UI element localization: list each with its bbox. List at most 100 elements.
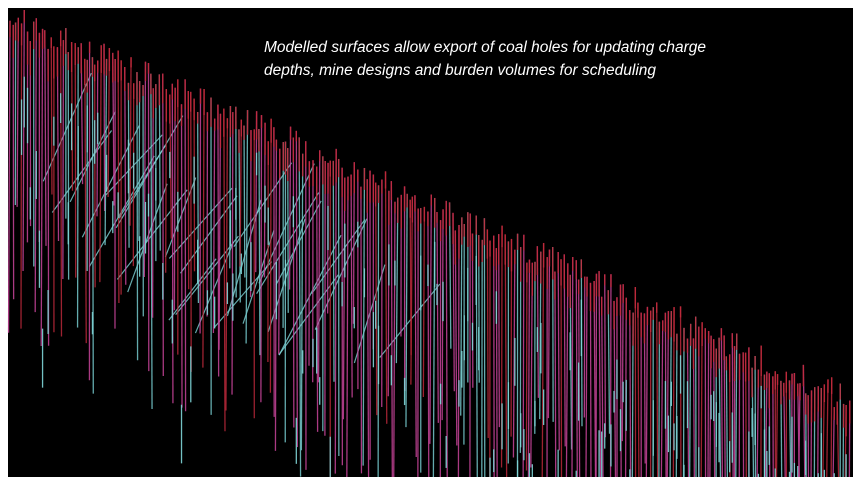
drill-hole [300, 153, 304, 451]
drill-hole [171, 83, 174, 404]
drill-hole [117, 50, 120, 304]
drill-hole [457, 224, 460, 478]
drill-hole [598, 271, 602, 478]
drill-hole [231, 112, 234, 395]
drill-hole [22, 9, 25, 272]
drill-hole [104, 58, 108, 246]
drill-hole [601, 296, 604, 478]
drill-hole [150, 73, 153, 410]
drill-hole [495, 248, 498, 478]
drill-hole [7, 20, 11, 333]
drill-hole [585, 276, 588, 478]
drill-hole [180, 104, 183, 408]
drill-hole [360, 186, 363, 474]
drill-hole [486, 229, 489, 439]
drill-hole [826, 379, 829, 478]
drill-hole [225, 118, 229, 411]
drill-hole [243, 125, 246, 278]
drill-hole [81, 125, 140, 238]
drill-hole [445, 200, 448, 478]
drill-hole [613, 300, 617, 478]
drill-hole [527, 259, 531, 478]
drill-hole [239, 119, 242, 267]
drill-hole [242, 230, 275, 324]
drill-hole [660, 320, 664, 478]
drill-hole [99, 45, 102, 283]
drill-hole [725, 356, 729, 478]
drill-hole [350, 174, 353, 398]
drill-hole [379, 283, 441, 358]
drill-hole [575, 260, 578, 478]
drill-hole [571, 256, 574, 478]
drill-hole [317, 150, 321, 383]
drill-hole [366, 179, 370, 478]
drill-hole [436, 211, 439, 423]
drill-hole [288, 126, 292, 290]
drill-hole [143, 61, 147, 278]
drill-hole [621, 284, 624, 442]
drill-hole [414, 195, 417, 458]
drill-hole [405, 193, 408, 428]
caption-line: depths, mine designs and burden volumes … [264, 62, 656, 79]
drill-hole [168, 258, 217, 321]
drill-hole [332, 160, 335, 382]
drill-hole [50, 37, 53, 195]
drill-hole [593, 281, 597, 478]
drill-hole [362, 167, 366, 466]
drill-hole [460, 217, 463, 416]
drill-hole [554, 271, 557, 478]
drill-hole [60, 30, 63, 337]
drill-hole [298, 137, 302, 477]
drill-hole [269, 118, 272, 393]
drill-hole [56, 47, 60, 242]
drill-hole [173, 87, 176, 311]
drill-hole [74, 43, 77, 278]
drill-hole [395, 197, 399, 364]
drill-hole [218, 113, 222, 350]
drill-hole [448, 202, 452, 349]
drill-hole [62, 40, 65, 280]
drill-hole [422, 206, 426, 397]
drill-hole [688, 323, 692, 478]
drill-hole [390, 181, 393, 478]
drill-hole [180, 195, 238, 274]
drill-hole [604, 274, 607, 438]
drill-hole [547, 249, 551, 419]
drill-hole [637, 302, 640, 478]
caption-line: Modelled surfaces allow export of coal h… [264, 39, 706, 56]
drill-hole [151, 88, 154, 318]
drill-hole [504, 234, 508, 478]
drill-hole [233, 162, 293, 248]
drill-hole [775, 374, 779, 478]
drill-hole [295, 130, 299, 448]
drill-hole [44, 30, 47, 246]
drill-hole [427, 211, 430, 478]
drill-hole [387, 190, 390, 397]
drill-hole [541, 242, 545, 478]
drill-hole [260, 115, 263, 403]
drill-hole [429, 194, 432, 444]
drill-hole [700, 322, 703, 478]
drill-hole [629, 310, 632, 478]
drill-hole [375, 182, 378, 416]
drill-hole [213, 261, 273, 329]
drill-hole [91, 57, 94, 394]
drill-hole [238, 129, 241, 303]
drill-hole [735, 333, 738, 478]
drill-hole [783, 382, 786, 478]
drill-hole [245, 110, 249, 344]
drill-hole [645, 306, 649, 478]
drill-holes [7, 9, 851, 478]
drill-hole [202, 89, 205, 368]
drill-hole [118, 145, 166, 219]
drill-hole [393, 201, 396, 478]
drill-hole [223, 108, 226, 432]
drill-hole [656, 302, 659, 478]
drill-hole [342, 177, 346, 420]
drill-hole [346, 176, 349, 478]
drill-hole [316, 166, 319, 432]
drill-hole [84, 58, 87, 344]
drill-hole [512, 249, 516, 458]
drill-hole [136, 72, 139, 361]
